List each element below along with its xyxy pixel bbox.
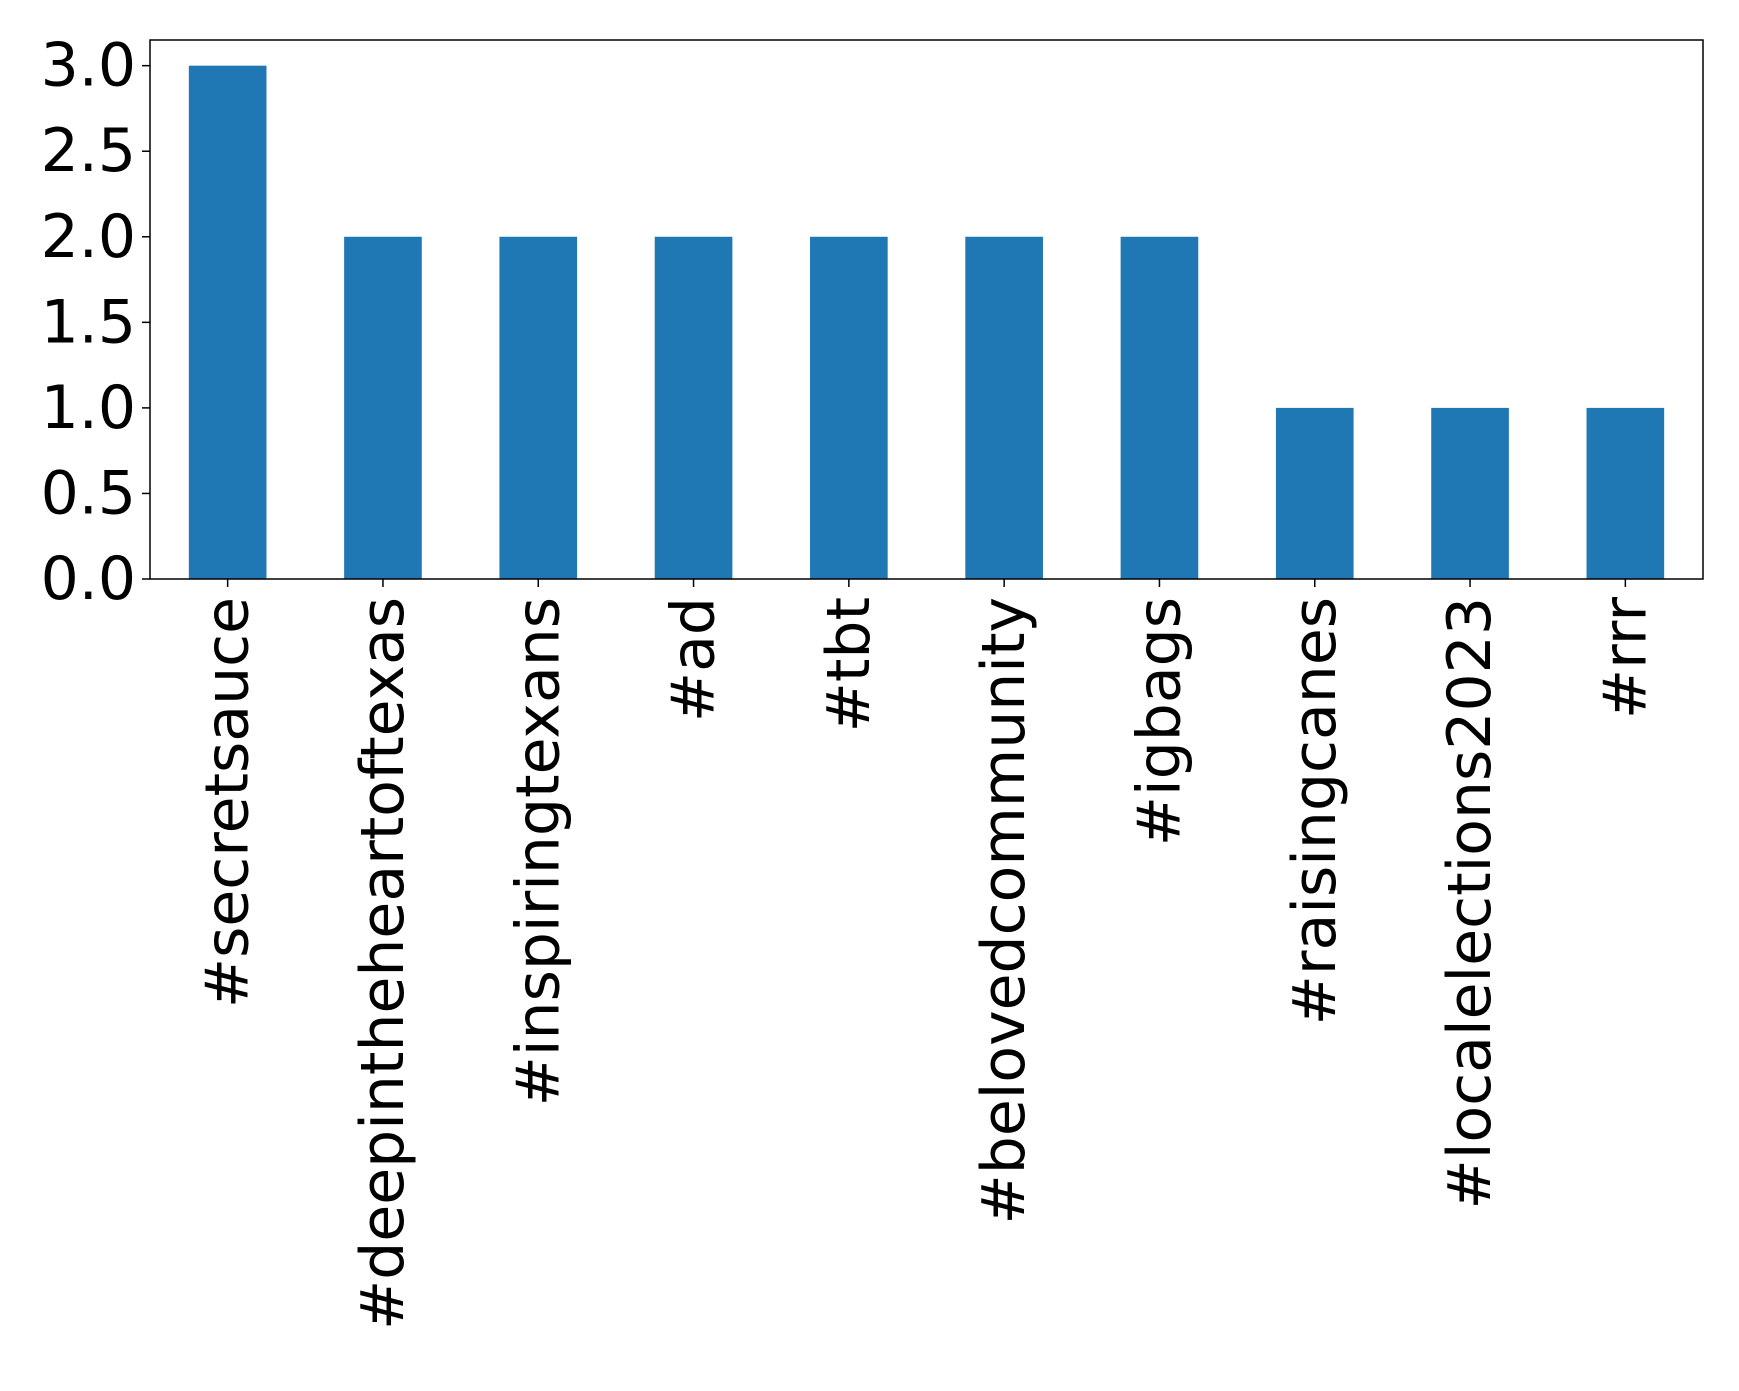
bar-rrr bbox=[1586, 407, 1665, 579]
bar-secretsauce bbox=[188, 65, 267, 579]
x-tick-label: #rrr bbox=[1590, 597, 1660, 720]
bar-igbags bbox=[1120, 236, 1199, 579]
y-tick-label: 2.0 bbox=[41, 202, 136, 272]
bars-group bbox=[188, 65, 1665, 579]
x-tick-label: #belovedcommunity bbox=[969, 597, 1039, 1225]
x-tick-label: #inspiringtexans bbox=[503, 597, 573, 1106]
x-axis: #secretsauce #deepintheheartoftexas #inspi… bbox=[193, 579, 1660, 1330]
bar-tbt bbox=[810, 236, 888, 579]
x-tick-label: #secretsauce bbox=[193, 597, 263, 1008]
bar-belovedcommunity bbox=[965, 236, 1043, 579]
plot-frame bbox=[149, 39, 1704, 580]
x-tick-label: #ad bbox=[659, 597, 729, 722]
bar-ad bbox=[654, 236, 733, 579]
y-tick-label: 0.5 bbox=[41, 458, 136, 528]
y-tick-label: 1.5 bbox=[41, 287, 136, 357]
bar-localelections2023 bbox=[1431, 407, 1509, 579]
y-tick-label: 1.0 bbox=[41, 373, 136, 443]
x-tick-label: #tbt bbox=[814, 597, 884, 732]
bar-raisingcanes bbox=[1275, 407, 1354, 579]
y-axis: 0.0 0.5 1.0 1.5 2.0 2.5 3.0 bbox=[41, 31, 150, 614]
x-tick-label: #deepintheheartoftexas bbox=[348, 597, 418, 1330]
y-tick-label: 3.0 bbox=[41, 31, 136, 101]
y-tick-label: 2.5 bbox=[41, 116, 136, 186]
x-tick-label: #raisingcanes bbox=[1280, 597, 1350, 1025]
x-tick-label: #localelections2023 bbox=[1435, 597, 1505, 1209]
bar-inspiringtexans bbox=[499, 236, 578, 579]
y-tick-label: 0.0 bbox=[41, 544, 136, 614]
bar-deepintheheartoftexas bbox=[344, 236, 422, 579]
x-tick-label: #igbags bbox=[1124, 597, 1194, 846]
